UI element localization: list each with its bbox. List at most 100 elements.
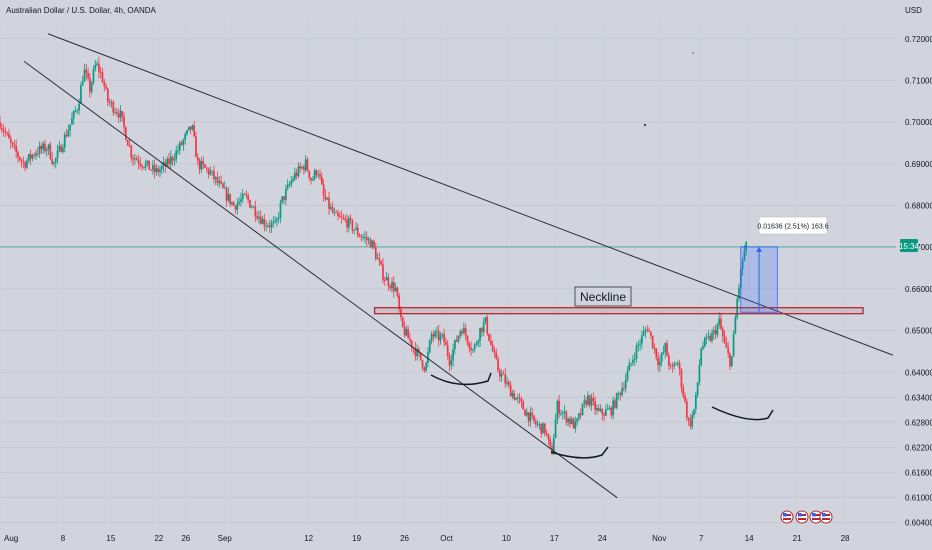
candle-body — [99, 72, 102, 74]
candle-body — [405, 328, 408, 336]
candle-body — [463, 327, 465, 334]
candle-body — [389, 285, 392, 289]
candle-body — [173, 159, 176, 161]
candle-body — [513, 392, 516, 400]
candle-body — [353, 229, 356, 231]
candle-body — [31, 154, 34, 159]
candle-body — [107, 88, 109, 102]
candle-body — [441, 333, 444, 336]
y-tick-label: 0.63400 — [905, 393, 932, 402]
y-tick-label: 0.69000 — [905, 160, 932, 169]
candle-body — [159, 169, 161, 173]
candle-body — [166, 158, 169, 167]
candle-body — [128, 145, 131, 147]
candle-body — [333, 212, 336, 214]
drawings[interactable]: Neckline 0.01636 (2.51%) 163.6 — [23, 33, 894, 499]
candle-body — [718, 318, 721, 325]
candle-body — [301, 166, 303, 169]
candle-body — [71, 118, 73, 125]
candle-body — [51, 158, 53, 164]
candle-body — [432, 334, 435, 337]
y-tick-label: 0.60400 — [905, 518, 932, 527]
candle-body — [720, 318, 722, 329]
flag-us-icon[interactable] — [819, 510, 833, 524]
candle-body — [308, 170, 311, 178]
candle-body — [229, 193, 231, 205]
measure-label-box — [758, 216, 828, 235]
candle-body — [223, 187, 226, 189]
flag-canton — [783, 513, 787, 517]
candle-body — [538, 423, 541, 425]
candle-body — [484, 317, 487, 323]
candle-body — [623, 388, 625, 390]
candle-body — [583, 400, 586, 404]
measure-label: 0.01636 (2.51%) 163.6 — [757, 224, 828, 231]
flag-stripe — [798, 514, 806, 516]
candle-body — [365, 237, 368, 241]
flag-stripe — [812, 518, 820, 520]
candle-body — [588, 395, 591, 406]
candle-body — [81, 81, 84, 86]
y-tick-label: 0.65000 — [905, 327, 932, 336]
flag-us-icon[interactable] — [809, 510, 823, 524]
candle-body — [452, 349, 454, 361]
candle-body — [590, 398, 593, 406]
x-tick-label: Nov — [652, 534, 666, 543]
candle-body — [222, 183, 224, 188]
candle-body — [371, 240, 374, 248]
flag-stripe — [812, 514, 820, 516]
neckline-zone[interactable] — [373, 307, 864, 315]
candle-body — [141, 165, 143, 168]
candle-body — [558, 400, 561, 414]
candle-body — [168, 158, 170, 165]
candle-body — [26, 160, 28, 168]
candle-body — [599, 409, 602, 411]
flag-us-icon[interactable] — [780, 510, 794, 524]
candle-body — [137, 160, 140, 164]
candle-body — [150, 169, 152, 171]
x-tick-label: 8 — [61, 534, 66, 543]
candle-body — [89, 77, 91, 92]
candle-body — [700, 348, 703, 366]
candle-body — [428, 340, 431, 353]
candle-body — [522, 401, 525, 410]
flag-us-icon[interactable] — [795, 510, 809, 524]
candle-body — [734, 317, 737, 334]
candle-body — [676, 363, 679, 365]
candle-body — [439, 335, 442, 341]
marker-dot — [692, 52, 694, 54]
candle-body — [651, 335, 654, 349]
event-icons[interactable] — [780, 510, 833, 524]
candle-body — [20, 159, 23, 162]
candle-body — [536, 424, 539, 425]
candle-body — [225, 187, 228, 201]
candle-body — [606, 409, 609, 410]
candle-body — [44, 143, 46, 152]
candle-body — [263, 218, 266, 227]
candle-body — [130, 145, 133, 158]
y-tick-label: 0.72000 — [905, 35, 932, 44]
lower-trendline[interactable] — [23, 60, 618, 499]
candle-body — [457, 335, 460, 342]
upper-trendline[interactable] — [47, 33, 894, 356]
x-tick-label: 7 — [699, 534, 704, 543]
candle-body — [502, 373, 505, 375]
candle-body — [243, 193, 246, 195]
candle-body — [306, 159, 309, 171]
candle-body — [123, 116, 125, 128]
candle-body — [295, 172, 298, 177]
candle-body — [730, 356, 733, 367]
candle-body — [705, 337, 708, 339]
candle-body — [481, 327, 483, 333]
candle-body — [35, 153, 37, 156]
candle-body — [491, 344, 494, 352]
candle-body — [87, 73, 89, 78]
candle-body — [518, 397, 521, 399]
candle-body — [448, 355, 451, 366]
candle-body — [419, 352, 422, 361]
candle-body — [373, 240, 375, 248]
candle-body — [392, 282, 395, 292]
candle-body — [668, 355, 670, 366]
